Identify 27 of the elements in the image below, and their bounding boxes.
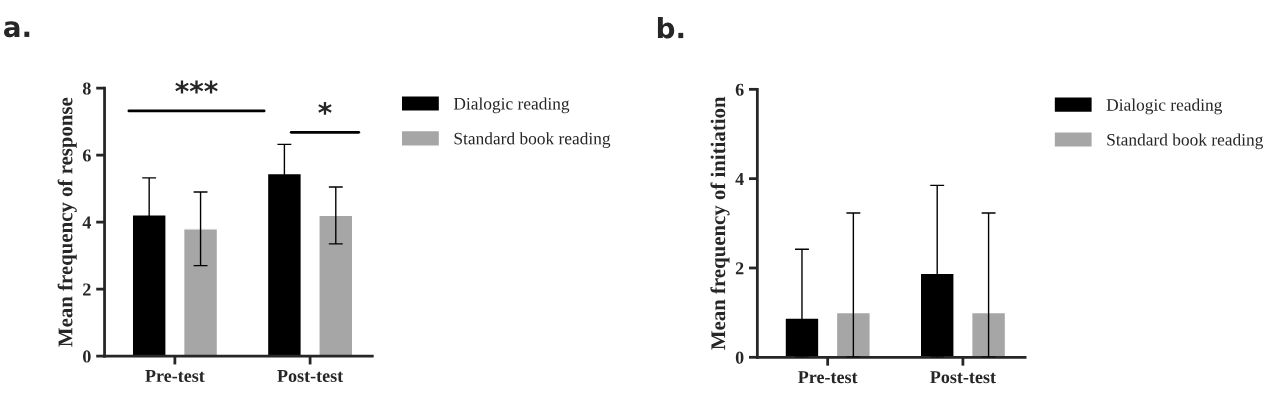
legend-label: Dialogic reading — [1106, 98, 1223, 115]
bar — [182, 228, 219, 357]
bar — [970, 311, 1007, 358]
y-tick-label: 4 — [735, 173, 744, 185]
legend-label: Standard book reading — [1107, 133, 1264, 150]
y-axis-title: Mean frequency of initiation — [710, 96, 730, 350]
y-tick-label: 0 — [735, 351, 744, 364]
x-tick-label: Post-test — [930, 371, 996, 384]
y-axis-title: Mean frequency of response — [57, 97, 77, 347]
legend-label: Standard book reading — [454, 132, 611, 148]
y-tick-label: 2 — [83, 283, 91, 296]
bar — [318, 214, 354, 357]
y-tick-label: 0 — [83, 350, 91, 363]
y-tick-label: 2 — [735, 262, 744, 275]
annotation: * — [318, 101, 332, 115]
annotation: *** — [175, 80, 218, 94]
x-tick-label: Post-test — [277, 370, 344, 383]
legend-label: Dialogic reading — [453, 97, 570, 114]
x-tick-label: Pre-test — [145, 370, 205, 383]
y-tick-label: 8 — [82, 82, 91, 95]
bar — [835, 311, 871, 358]
y-tick-label: 4 — [82, 216, 92, 229]
x-tick-label: Pre-test — [798, 371, 858, 384]
chart-title: a. — [4, 21, 30, 38]
chart-title: b. — [657, 17, 684, 39]
y-tick-label: 6 — [735, 83, 744, 96]
y-tick-label: 6 — [82, 149, 91, 162]
